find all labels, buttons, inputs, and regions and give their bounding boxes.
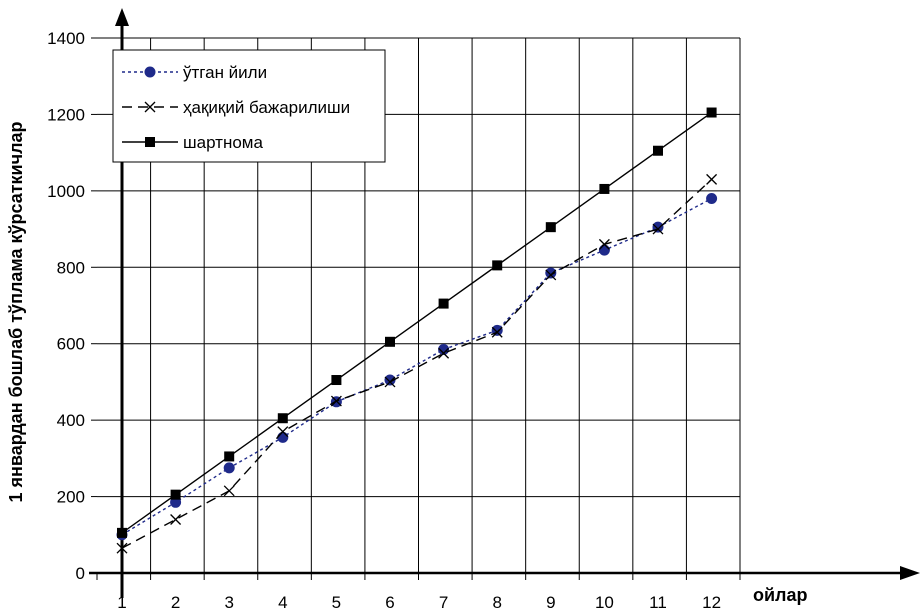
x-tick-label: 7: [439, 593, 448, 612]
y-tick-label: 400: [57, 411, 85, 430]
y-tick-label: 200: [57, 488, 85, 507]
y-tick-labels: 0 200 400 600 800 1000 1200 1400: [47, 29, 85, 583]
y-tick-label: 1000: [47, 182, 85, 201]
x-axis-arrow: [900, 566, 920, 580]
point-marker: [438, 343, 450, 355]
legend-entry: ўтган йили: [122, 63, 267, 82]
point-marker: [653, 145, 663, 156]
point-marker: [144, 101, 156, 113]
x-tick-label: 1: [117, 593, 126, 612]
point-marker: [331, 375, 342, 386]
x-tick-label: 5: [332, 593, 341, 612]
series-layer: [116, 107, 718, 554]
point-marker: [598, 238, 610, 250]
point-marker: [170, 489, 181, 500]
legend-label: ўтган йили: [183, 63, 267, 82]
point-marker: [224, 451, 235, 462]
point-marker: [598, 244, 610, 256]
point-marker: [491, 326, 503, 338]
series-line: [121, 111, 713, 534]
point-marker: [116, 542, 128, 554]
series-circle: [116, 193, 718, 541]
point-marker: [223, 462, 235, 474]
point-marker: [117, 527, 127, 538]
point-marker: [706, 173, 718, 185]
y-tick-label: 1400: [47, 29, 85, 48]
point-marker: [277, 431, 289, 443]
point-marker: [545, 267, 557, 279]
x-tick-label: 11: [649, 593, 667, 612]
x-tick-label: 9: [546, 593, 555, 612]
point-marker: [652, 223, 664, 235]
y-axis-arrow: [115, 8, 129, 26]
series-line: [121, 197, 712, 536]
legend-entry: ҳақиқий бажарилиши: [122, 98, 350, 117]
point-marker: [599, 183, 610, 194]
point-marker: [277, 413, 288, 424]
y-axis-label: 1 январдан бошлаб тўплама кўрсаткичлар: [6, 121, 26, 502]
point-marker: [492, 260, 503, 271]
point-marker: [330, 395, 342, 407]
y-tick-label: 0: [76, 564, 85, 583]
y-tick-label: 600: [57, 335, 85, 354]
point-marker: [545, 222, 556, 233]
legend-entry: шартнома: [122, 133, 263, 152]
point-marker: [438, 347, 450, 359]
point-marker: [277, 426, 289, 438]
legend-label: ҳақиқий бажарилиши: [183, 98, 350, 117]
x-axis-label: ойлар: [753, 585, 808, 605]
point-marker: [170, 514, 182, 525]
x-tick-labels: 1 2 3 4 5 6 7 8 9 10 11 12: [117, 593, 721, 612]
x-tick-label: 2: [171, 593, 180, 612]
point-marker: [384, 376, 396, 388]
point-marker: [706, 193, 718, 204]
x-tick-label: 12: [702, 593, 721, 612]
x-tick-label: 3: [224, 593, 233, 612]
point-marker: [144, 66, 156, 78]
point-marker: [545, 269, 557, 281]
series-square: [117, 107, 717, 538]
x-tick-label: 6: [385, 593, 394, 612]
point-marker: [223, 485, 235, 497]
legend-box: [112, 49, 386, 163]
y-tick-label: 1200: [47, 105, 85, 124]
x-tick-label: 10: [595, 593, 614, 612]
series-x: [116, 173, 718, 554]
point-marker: [145, 137, 155, 147]
point-marker: [385, 336, 395, 347]
legend: ўтган йили ҳақиқий бажарилиши шартнома: [112, 49, 386, 163]
series-line: [121, 178, 713, 549]
x-tick-label: 4: [278, 593, 287, 612]
point-marker: [438, 298, 449, 309]
point-marker: [706, 107, 717, 118]
legend-label: шартнома: [183, 133, 263, 152]
y-tick-label: 800: [57, 258, 85, 277]
x-tick-label: 8: [492, 593, 501, 612]
